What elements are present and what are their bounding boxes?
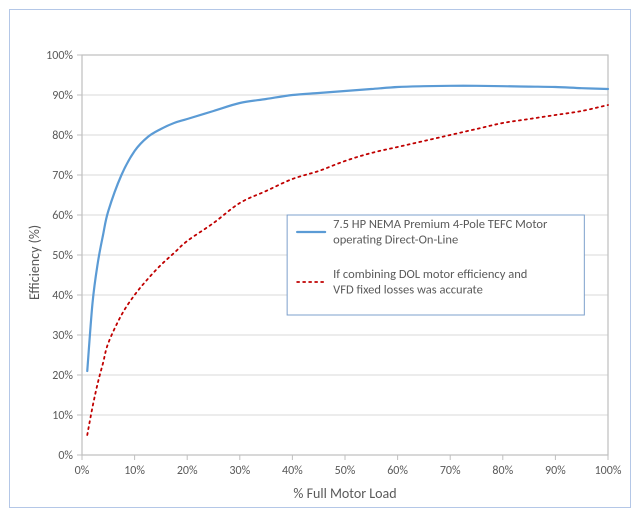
y-tick-label: 50% — [52, 249, 73, 263]
chart-container: What We Thought We Knew 0%10%20%30%40%50… — [0, 0, 640, 517]
x-tick-label: 80% — [492, 464, 513, 478]
x-axis-label: % Full Motor Load — [275, 485, 415, 502]
y-axis-label: Efficiency (%) — [26, 225, 43, 300]
y-tick-label: 0% — [58, 449, 73, 463]
y-tick-label: 30% — [52, 329, 73, 343]
chart-svg: 0% 10% 20% 30% 40% 50% 60% 70% 80% 90% 100% 0% 10% 20… — [0, 0, 640, 517]
x-tick-label: 70% — [440, 464, 461, 478]
x-tick-label: 100% — [595, 464, 622, 478]
x-tick-label: 40% — [282, 464, 303, 478]
x-tick-label: 10% — [124, 464, 145, 478]
y-tick-label: 70% — [52, 169, 73, 183]
y-tick-label: 10% — [52, 409, 73, 423]
y-tick-label: 20% — [52, 369, 73, 383]
y-tick-label: 90% — [52, 89, 73, 103]
legend: 7.5 HP NEMA Premium 4-Pole TEFC Motorope… — [287, 215, 584, 315]
x-tick-label: 0% — [75, 464, 90, 478]
x-tick-label: 50% — [335, 464, 356, 478]
x-tick-label: 60% — [387, 464, 408, 478]
x-tick-label: 30% — [229, 464, 250, 478]
y-tick-label: 80% — [52, 129, 73, 143]
y-tick-label: 40% — [52, 289, 73, 303]
x-tick-label: 90% — [545, 464, 566, 478]
y-tick-label: 100% — [46, 49, 73, 63]
y-tick-label: 60% — [52, 209, 73, 223]
x-tick-label: 20% — [177, 464, 198, 478]
